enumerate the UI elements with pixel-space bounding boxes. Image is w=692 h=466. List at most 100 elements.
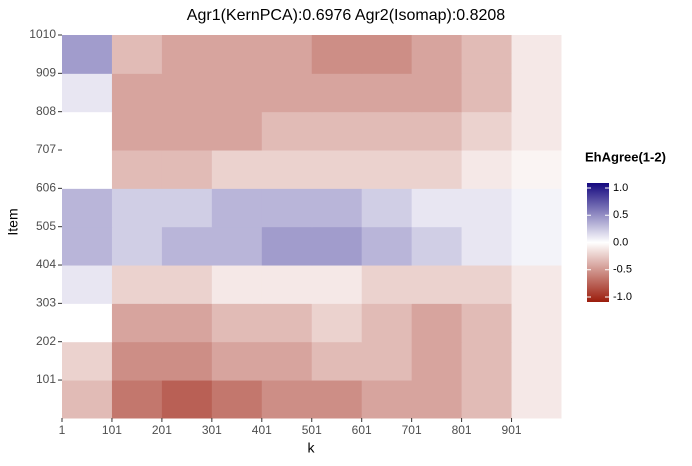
x-axis-label: k (308, 440, 316, 456)
heat-cell (461, 35, 513, 74)
heat-cell (161, 341, 213, 381)
heat-cell (211, 265, 263, 304)
heat-cell (411, 303, 463, 343)
heat-cell (62, 35, 113, 74)
heat-cell (361, 226, 413, 266)
heat-cell (211, 150, 263, 189)
heat-cell (461, 150, 513, 189)
heat-cell (111, 73, 163, 113)
heat-cell (511, 341, 562, 381)
heat-cell (361, 303, 413, 343)
heat-cell (62, 341, 113, 381)
heat-cell (261, 380, 313, 419)
heat-cell (311, 341, 363, 381)
heat-cell (211, 188, 263, 228)
heat-cell (261, 188, 313, 228)
heat-cell (261, 265, 313, 304)
legend-tick-label: -1.0 (613, 291, 632, 303)
heat-cell (62, 226, 113, 266)
y-tick-label: 505 (36, 219, 56, 233)
heat-cell (511, 303, 562, 343)
heat-cell (411, 150, 463, 189)
heat-cell (111, 380, 163, 419)
x-tick-label: 1 (59, 423, 66, 437)
heat-cell (361, 111, 413, 151)
heat-cell (511, 35, 562, 74)
heat-cell (361, 265, 413, 304)
heat-cell (461, 341, 513, 381)
heat-cell (211, 341, 263, 381)
heat-cell (511, 111, 562, 151)
heat-cell (461, 226, 513, 266)
heat-cell (411, 73, 463, 113)
heat-cell (311, 150, 363, 189)
heat-cell (111, 111, 163, 151)
y-tick-label: 909 (36, 66, 56, 80)
y-tick-label: 707 (36, 142, 56, 156)
heat-cell (361, 35, 413, 74)
heat-cell (361, 150, 413, 189)
heat-cell (161, 188, 213, 228)
x-tick-label: 401 (252, 423, 272, 437)
heat-cell (511, 73, 562, 113)
heat-cell (62, 150, 113, 189)
heat-cell (411, 380, 463, 419)
heat-cell (161, 73, 213, 113)
heat-cell (211, 35, 263, 74)
heat-cell (211, 111, 263, 151)
heat-cell (62, 265, 113, 304)
heat-cell (461, 265, 513, 304)
heat-cell (261, 111, 313, 151)
heat-cell (161, 303, 213, 343)
heat-cell (161, 380, 213, 419)
heat-cell (261, 341, 313, 381)
heat-cell (411, 341, 463, 381)
y-tick-label: 202 (36, 334, 56, 348)
heat-cell (511, 150, 562, 189)
heat-cell (361, 380, 413, 419)
heat-cell (211, 226, 263, 266)
heat-cell (311, 73, 363, 113)
heat-cell (511, 380, 562, 419)
legend-tick-label: 0.0 (613, 236, 628, 248)
x-tick-label: 501 (302, 423, 322, 437)
heat-cell (62, 188, 113, 228)
heat-cell (261, 35, 313, 74)
heat-cell (461, 380, 513, 419)
x-tick-label: 201 (152, 423, 172, 437)
heat-cell (261, 150, 313, 189)
colorbar (587, 183, 609, 302)
heat-cell (411, 35, 463, 74)
heat-cell (111, 35, 163, 74)
x-tick-label: 101 (102, 423, 122, 437)
y-tick-label: 404 (36, 257, 56, 271)
heat-cell (111, 341, 163, 381)
heat-cell (311, 265, 363, 304)
heat-cell (62, 73, 113, 113)
heat-cell (261, 303, 313, 343)
heat-cell (261, 226, 313, 266)
heat-cell (161, 35, 213, 74)
heat-cell (62, 303, 113, 343)
x-tick-label: 701 (402, 423, 422, 437)
y-tick-label: 606 (36, 181, 56, 195)
heat-cell (161, 150, 213, 189)
legend-title: EhAgree(1-2) (585, 149, 666, 164)
heat-cell (461, 111, 513, 151)
legend-tick-label: -0.5 (613, 264, 632, 276)
heat-cell (511, 226, 562, 266)
x-tick-label: 601 (352, 423, 372, 437)
heat-cell (511, 265, 562, 304)
heat-cell (161, 265, 213, 304)
y-tick-label: 1010 (29, 27, 56, 41)
heat-cell (461, 188, 513, 228)
heat-cell (161, 111, 213, 151)
y-tick-label: 101 (36, 372, 56, 386)
x-tick-label: 801 (452, 423, 472, 437)
heat-cell (211, 380, 263, 419)
heat-cell (111, 303, 163, 343)
heat-cell (211, 73, 263, 113)
heat-cell (311, 303, 363, 343)
heat-cell (161, 226, 213, 266)
heat-cell (411, 226, 463, 266)
